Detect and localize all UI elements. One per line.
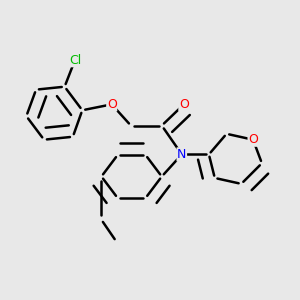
Text: O: O — [107, 98, 117, 111]
Text: O: O — [179, 98, 189, 111]
Text: O: O — [248, 133, 258, 146]
Text: N: N — [177, 148, 187, 161]
Text: Cl: Cl — [69, 54, 81, 67]
